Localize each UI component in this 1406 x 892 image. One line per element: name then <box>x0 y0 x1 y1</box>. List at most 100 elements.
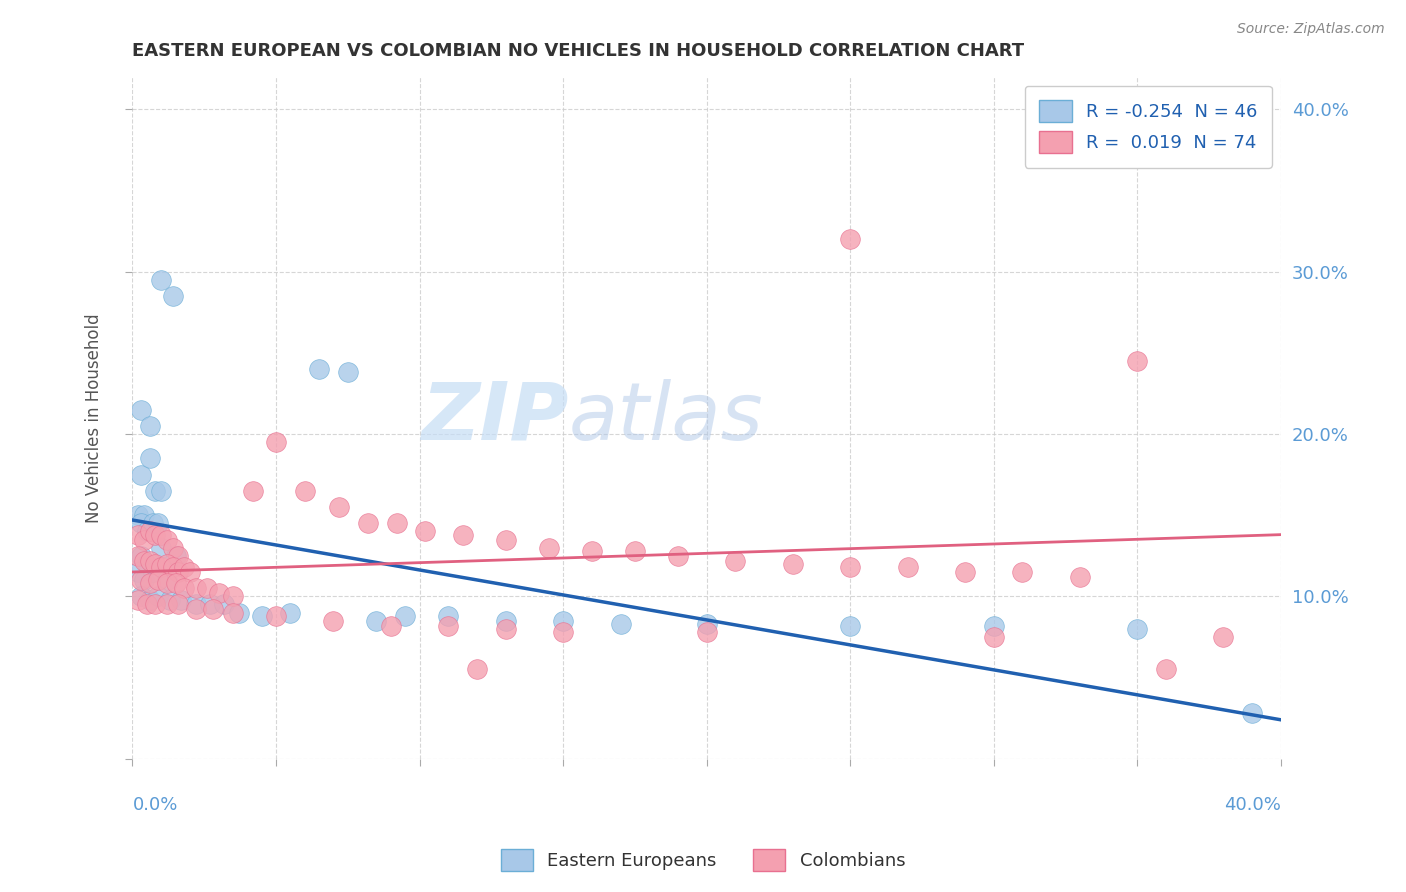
Point <box>264 608 287 623</box>
Point <box>1011 565 1033 579</box>
Point <box>328 500 350 514</box>
Text: atlas: atlas <box>569 379 763 457</box>
Point <box>437 618 460 632</box>
Point <box>207 586 229 600</box>
Point <box>953 565 976 579</box>
Point <box>839 232 862 246</box>
Point <box>162 289 184 303</box>
Point <box>142 565 165 579</box>
Point <box>184 581 207 595</box>
Point <box>222 590 245 604</box>
Point <box>132 554 155 568</box>
Point <box>150 560 173 574</box>
Point <box>138 576 160 591</box>
Point <box>162 560 184 574</box>
Point <box>129 573 152 587</box>
Point <box>198 598 221 612</box>
Point <box>394 608 416 623</box>
Point <box>135 557 157 571</box>
Point <box>553 614 575 628</box>
Point <box>357 516 380 531</box>
Point <box>451 527 474 541</box>
Point <box>127 592 149 607</box>
Text: ZIP: ZIP <box>422 379 569 457</box>
Point <box>167 598 190 612</box>
Point <box>165 549 187 563</box>
Point <box>294 483 316 498</box>
Text: EASTERN EUROPEAN VS COLOMBIAN NO VEHICLES IN HOUSEHOLD CORRELATION CHART: EASTERN EUROPEAN VS COLOMBIAN NO VEHICLE… <box>132 42 1025 60</box>
Point <box>127 527 149 541</box>
Point <box>135 598 157 612</box>
Point <box>195 581 218 595</box>
Point <box>145 557 167 571</box>
Legend: R = -0.254  N = 46, R =  0.019  N = 74: R = -0.254 N = 46, R = 0.019 N = 74 <box>1025 86 1272 168</box>
Point <box>173 581 195 595</box>
Point <box>242 483 264 498</box>
Point <box>724 554 747 568</box>
Text: Source: ZipAtlas.com: Source: ZipAtlas.com <box>1237 22 1385 37</box>
Point <box>322 614 344 628</box>
Point <box>1241 706 1264 721</box>
Point <box>624 544 647 558</box>
Point <box>413 524 436 539</box>
Point <box>127 508 149 523</box>
Point <box>280 606 302 620</box>
Point <box>1154 663 1177 677</box>
Point <box>138 524 160 539</box>
Point <box>537 541 560 555</box>
Point <box>839 618 862 632</box>
Point <box>156 598 179 612</box>
Point <box>135 524 157 539</box>
Point <box>897 560 920 574</box>
Text: 40.0%: 40.0% <box>1225 797 1281 814</box>
Point <box>184 598 207 612</box>
Point <box>264 435 287 450</box>
Point <box>184 602 207 616</box>
Point <box>129 590 152 604</box>
Point <box>138 451 160 466</box>
Point <box>983 630 1005 644</box>
Point <box>666 549 689 563</box>
Y-axis label: No Vehicles in Household: No Vehicles in Household <box>86 313 103 523</box>
Point <box>156 533 179 547</box>
Text: 0.0%: 0.0% <box>132 797 177 814</box>
Point <box>437 608 460 623</box>
Point <box>162 541 184 555</box>
Point <box>156 576 179 591</box>
Point <box>336 365 359 379</box>
Point <box>127 565 149 579</box>
Point <box>366 614 388 628</box>
Point <box>145 483 167 498</box>
Point <box>385 516 408 531</box>
Point <box>156 573 179 587</box>
Point <box>228 606 250 620</box>
Legend: Eastern Europeans, Colombians: Eastern Europeans, Colombians <box>494 842 912 879</box>
Point <box>1212 630 1234 644</box>
Point <box>839 560 862 574</box>
Point <box>581 544 603 558</box>
Point <box>465 663 488 677</box>
Point <box>132 508 155 523</box>
Point <box>150 541 173 555</box>
Point <box>1126 622 1149 636</box>
Point <box>132 533 155 547</box>
Point <box>201 602 224 616</box>
Point <box>142 516 165 531</box>
Point <box>696 625 718 640</box>
Point <box>1126 354 1149 368</box>
Point <box>129 402 152 417</box>
Point <box>308 362 330 376</box>
Point <box>173 560 195 574</box>
Point <box>495 614 517 628</box>
Point <box>165 576 187 591</box>
Point <box>127 549 149 563</box>
Point <box>170 592 193 607</box>
Point <box>983 618 1005 632</box>
Point <box>222 606 245 620</box>
Point <box>148 573 170 587</box>
Point <box>159 592 181 607</box>
Point <box>150 527 173 541</box>
Point <box>250 608 273 623</box>
Point <box>145 527 167 541</box>
Point <box>138 554 160 568</box>
